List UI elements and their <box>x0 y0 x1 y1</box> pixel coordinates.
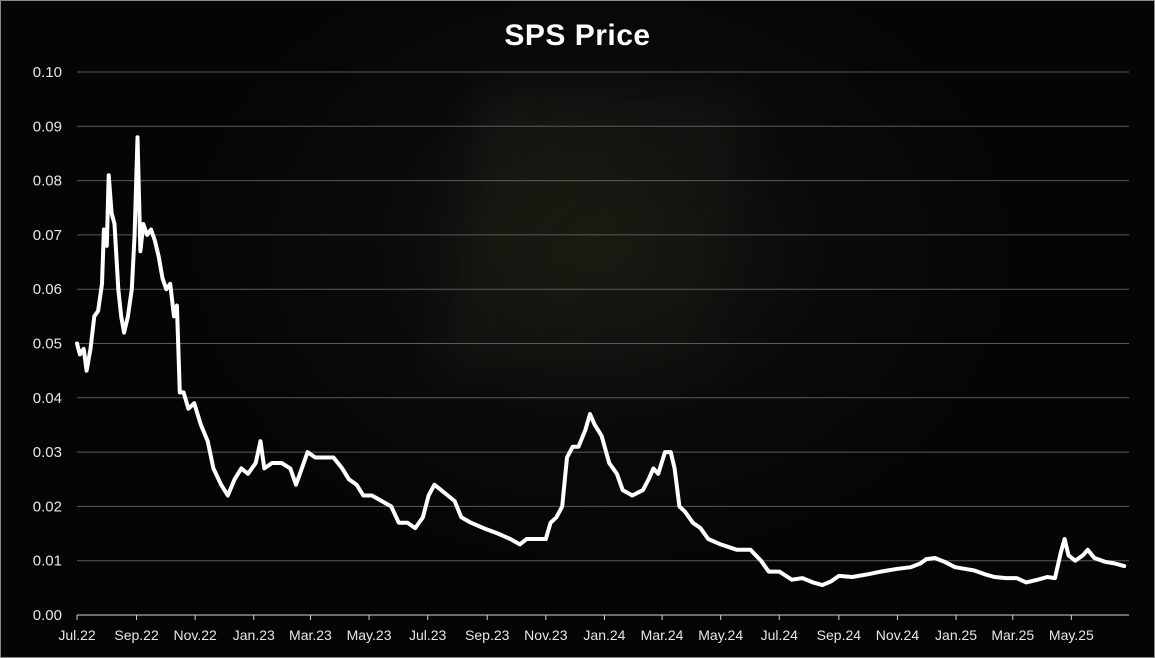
y-tick-label: 0.09 <box>33 118 62 135</box>
y-tick-label: 0.00 <box>33 607 62 624</box>
x-tick-label: Nov.23 <box>524 627 568 643</box>
y-tick-label: 0.04 <box>33 390 62 407</box>
x-tick-label: Sep.24 <box>817 627 862 643</box>
price-series-line <box>75 135 1127 588</box>
x-tick-label: Mar.23 <box>289 627 332 643</box>
x-tick-label: Mar.24 <box>641 627 684 643</box>
y-tick-label: 0.06 <box>33 281 62 298</box>
y-tick-label: 0.07 <box>33 227 62 244</box>
y-tick-label: 0.05 <box>33 336 62 353</box>
x-tick-label: Nov.22 <box>174 627 218 643</box>
x-tick-label: Jul.24 <box>761 627 799 643</box>
x-tick-label: Jan.25 <box>935 627 977 643</box>
chart-title: SPS Price <box>504 19 651 52</box>
x-tick-label: Jan.23 <box>233 627 275 643</box>
y-tick-label: 0.10 <box>33 64 62 81</box>
x-tick-label: May.24 <box>698 627 743 643</box>
x-tick-label: Jan.24 <box>583 627 625 643</box>
x-tick-label: May.25 <box>1049 627 1094 643</box>
y-tick-label: 0.08 <box>33 173 62 190</box>
x-tick-label: Jul.23 <box>409 627 447 643</box>
y-tick-label: 0.02 <box>33 498 62 515</box>
y-tick-label: 0.01 <box>33 553 62 570</box>
x-tick-label: Jul.22 <box>58 627 96 643</box>
y-tick-label: 0.03 <box>33 444 62 461</box>
x-tick-label: Sep.23 <box>465 627 510 643</box>
x-tick-label: Sep.22 <box>114 627 159 643</box>
x-tick-label: Nov.24 <box>876 627 920 643</box>
x-tick-label: May.23 <box>347 627 392 643</box>
x-tick-label: Mar.25 <box>991 627 1034 643</box>
